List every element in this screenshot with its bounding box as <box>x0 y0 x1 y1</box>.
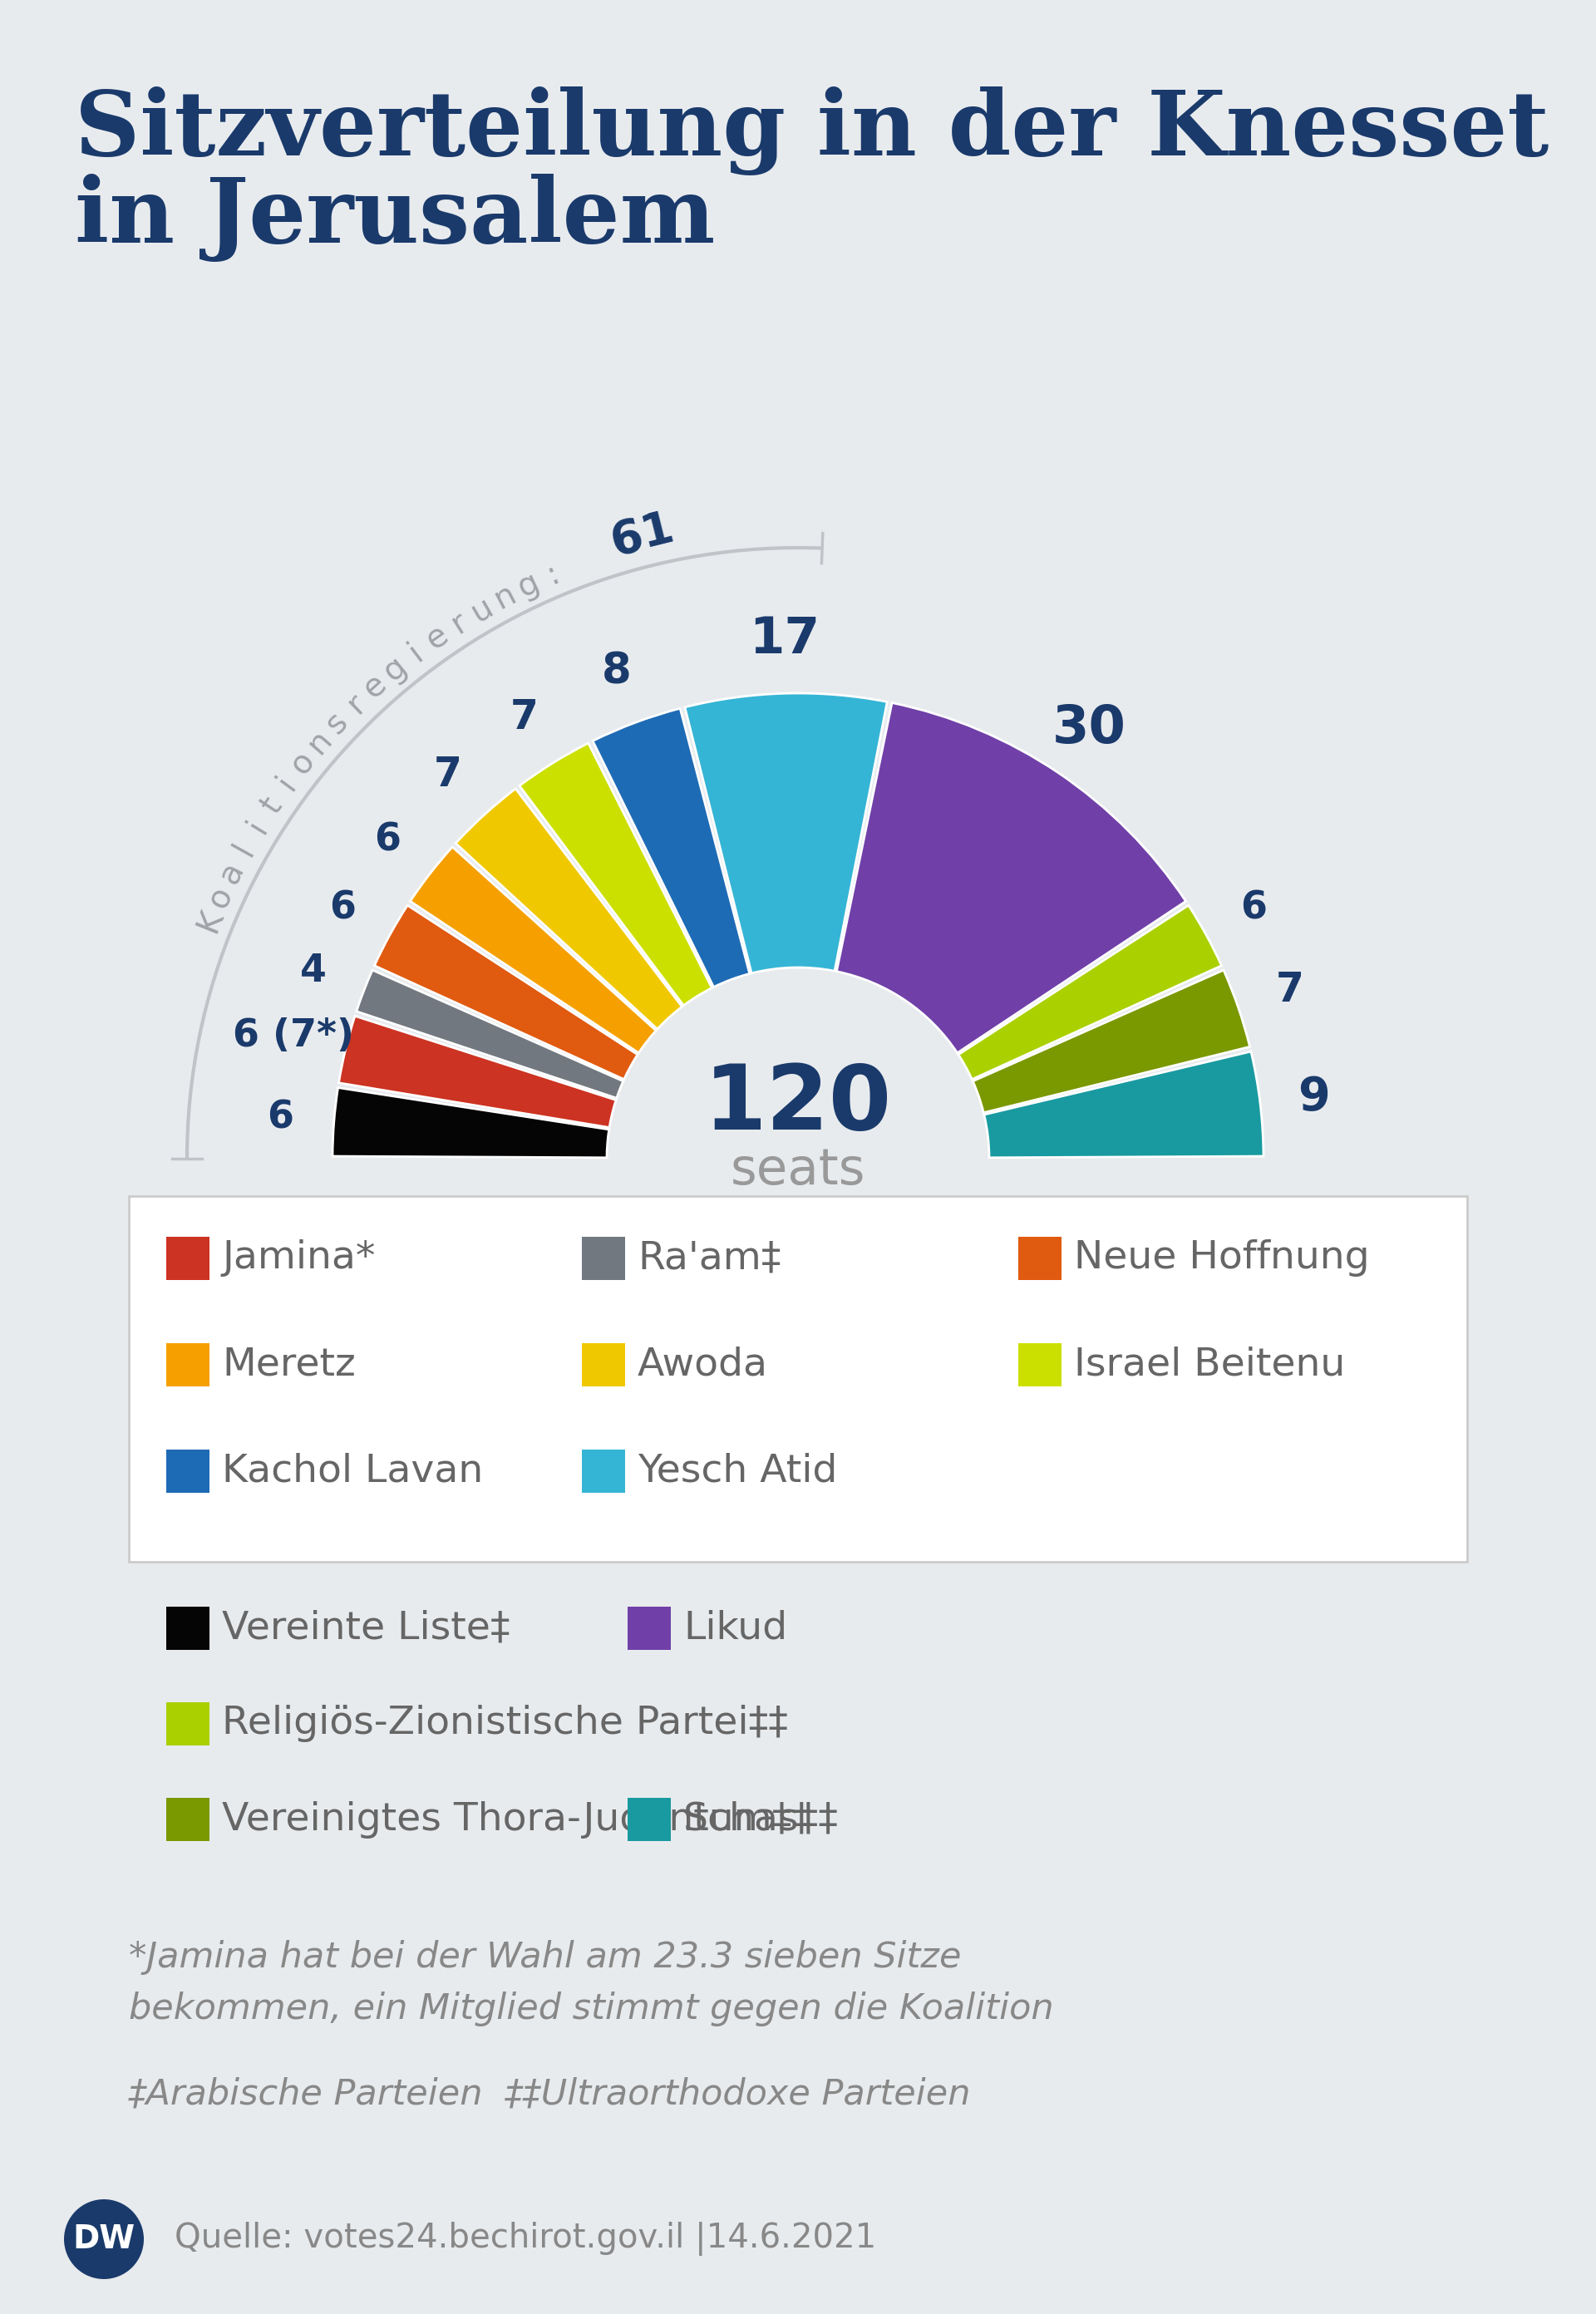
Text: K: K <box>192 905 228 937</box>
Text: n: n <box>488 578 522 616</box>
Wedge shape <box>375 905 638 1078</box>
Wedge shape <box>685 694 887 974</box>
Text: 9: 9 <box>1298 1074 1329 1120</box>
Text: Vereinigtes Thora-Judentum‡‡: Vereinigtes Thora-Judentum‡‡ <box>222 1800 811 1837</box>
Wedge shape <box>338 1016 616 1127</box>
Bar <box>166 1606 209 1650</box>
Bar <box>627 1798 670 1842</box>
Text: 6: 6 <box>375 821 401 858</box>
Wedge shape <box>519 743 712 1007</box>
Wedge shape <box>356 970 622 1099</box>
Wedge shape <box>592 708 750 988</box>
Bar <box>166 1342 209 1386</box>
Text: *Jamina hat bei der Wahl am 23.3 sieben Sitze
bekommen, ein Mitglied stimmt gege: *Jamina hat bei der Wahl am 23.3 sieben … <box>129 1939 1053 2027</box>
Text: o: o <box>201 882 239 912</box>
Wedge shape <box>332 1088 610 1157</box>
Text: 4: 4 <box>300 953 327 990</box>
Text: Vereinte Liste‡: Vereinte Liste‡ <box>222 1611 511 1648</box>
Text: Yesch Atid: Yesch Atid <box>637 1453 838 1490</box>
Text: :: : <box>541 558 563 590</box>
Text: n: n <box>302 724 338 761</box>
Bar <box>1018 1342 1061 1386</box>
Text: Israel Beitenu: Israel Beitenu <box>1074 1347 1345 1384</box>
Wedge shape <box>985 1051 1264 1157</box>
Wedge shape <box>974 970 1250 1113</box>
Bar <box>166 1703 209 1745</box>
Text: Religiös-Zionistische Partei‡‡: Religiös-Zionistische Partei‡‡ <box>222 1705 788 1742</box>
Bar <box>129 1196 1467 1562</box>
Text: g: g <box>512 567 544 604</box>
Text: r: r <box>340 687 372 720</box>
Text: s: s <box>321 706 354 740</box>
Wedge shape <box>836 703 1186 1053</box>
Text: 7: 7 <box>1275 970 1304 1011</box>
Text: 61: 61 <box>606 507 680 565</box>
Text: r: r <box>445 606 474 639</box>
Bar <box>583 1449 626 1493</box>
Bar <box>583 1342 626 1386</box>
Text: Kachol Lavan: Kachol Lavan <box>222 1453 484 1490</box>
Bar <box>166 1449 209 1493</box>
Circle shape <box>64 2198 144 2279</box>
Text: Likud: Likud <box>683 1611 787 1648</box>
Text: t: t <box>255 791 289 819</box>
Text: 6 (7*): 6 (7*) <box>233 1018 354 1055</box>
Text: 7: 7 <box>511 697 538 736</box>
Text: Sitzverteilung in der Knesset: Sitzverteilung in der Knesset <box>75 86 1550 176</box>
Wedge shape <box>455 789 681 1030</box>
Text: Meretz: Meretz <box>222 1347 356 1384</box>
Text: i: i <box>402 636 429 669</box>
Text: g: g <box>377 650 413 687</box>
Text: seats: seats <box>731 1148 865 1196</box>
Bar <box>627 1606 670 1650</box>
Text: 6: 6 <box>1240 891 1267 928</box>
Text: 17: 17 <box>749 616 820 664</box>
Bar <box>1018 1236 1061 1280</box>
Bar <box>583 1236 626 1280</box>
Text: i: i <box>271 771 302 796</box>
Text: 30: 30 <box>1052 703 1125 754</box>
Text: DW: DW <box>73 2224 136 2254</box>
Text: a: a <box>214 856 251 889</box>
Text: u: u <box>464 590 498 627</box>
Text: 7: 7 <box>434 754 463 794</box>
Bar <box>166 1236 209 1280</box>
Text: i: i <box>241 815 273 840</box>
Text: ‡Arabische Parteien  ‡‡Ultraorthodoxe Parteien: ‡Arabische Parteien ‡‡Ultraorthodoxe Par… <box>129 2078 972 2113</box>
Text: Jamina*: Jamina* <box>222 1240 375 1277</box>
Text: Neue Hoffnung: Neue Hoffnung <box>1074 1240 1369 1277</box>
Text: e: e <box>358 666 393 703</box>
Text: 6: 6 <box>267 1099 294 1136</box>
Text: 120: 120 <box>704 1060 892 1148</box>
Bar <box>166 1798 209 1842</box>
Text: Ra'am‡: Ra'am‡ <box>637 1240 780 1277</box>
Wedge shape <box>410 847 656 1053</box>
Text: in Jerusalem: in Jerusalem <box>75 174 715 261</box>
Text: l: l <box>228 838 260 861</box>
Text: Quelle: votes24.bechirot.gov.il |14.6.2021: Quelle: votes24.bechirot.gov.il |14.6.20… <box>174 2221 876 2256</box>
Text: o: o <box>284 745 321 780</box>
Text: 8: 8 <box>602 650 632 692</box>
Text: 6: 6 <box>329 891 356 928</box>
Text: Schas‡‡: Schas‡‡ <box>683 1800 839 1837</box>
Wedge shape <box>958 905 1221 1078</box>
Text: Awoda: Awoda <box>637 1347 768 1384</box>
Text: e: e <box>420 618 455 655</box>
